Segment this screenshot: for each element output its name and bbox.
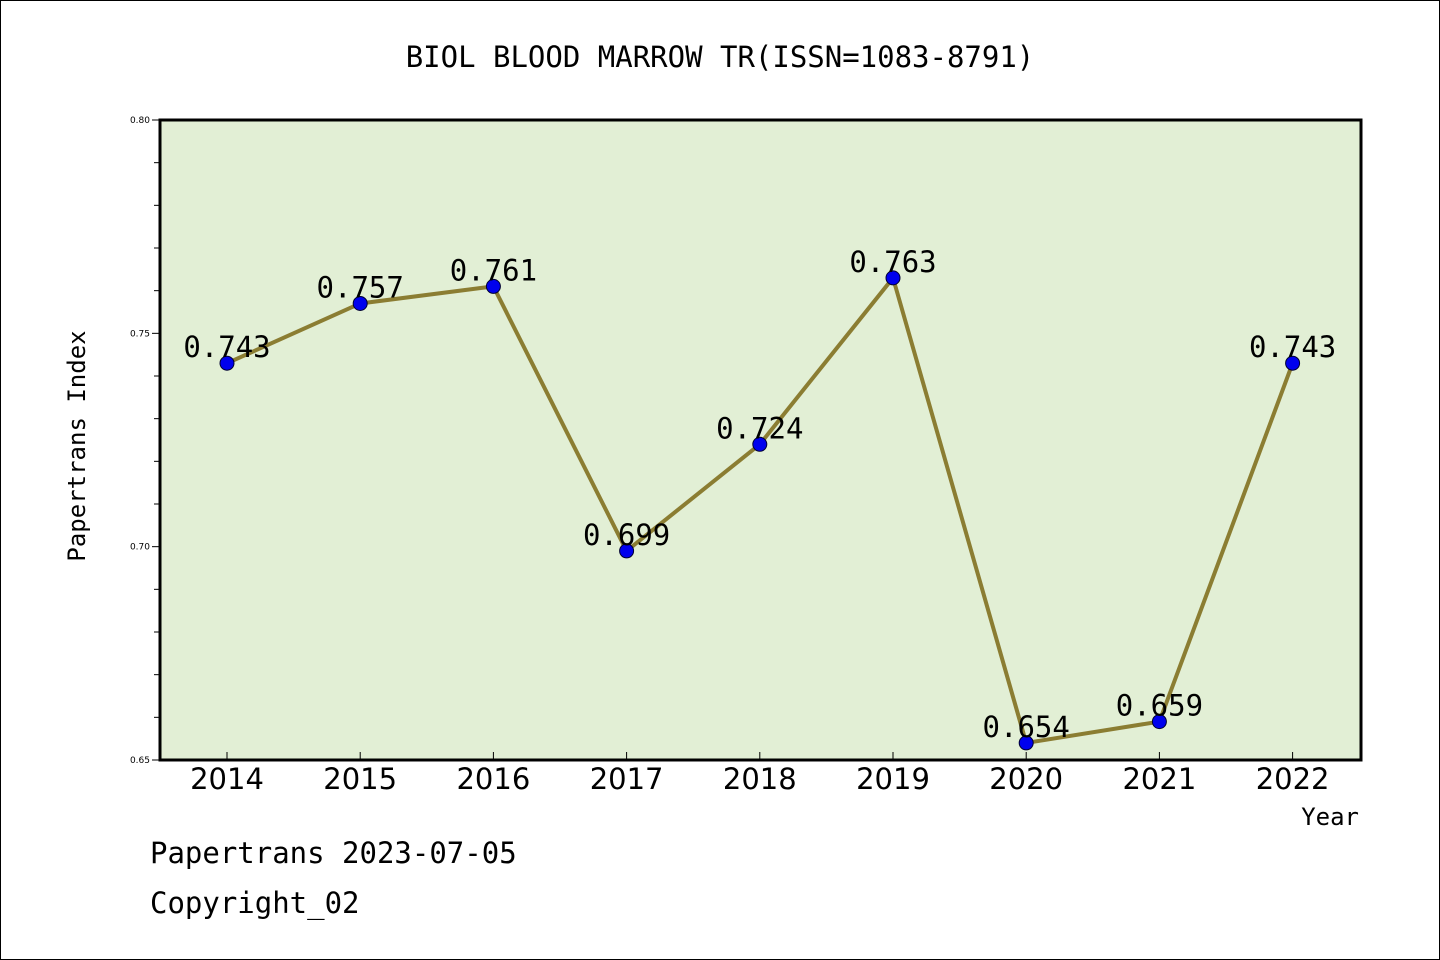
data-point xyxy=(1151,714,1167,730)
x-tick-label: 2017 xyxy=(590,762,664,796)
y-tick-label: 0.75 xyxy=(130,329,150,339)
chart-title: BIOL BLOOD MARROW TR(ISSN=1083-8791) xyxy=(406,40,1035,74)
data-label: 0.743 xyxy=(1249,330,1336,364)
x-tick-label: 2019 xyxy=(856,762,930,796)
y-tick-label: 0.70 xyxy=(130,543,150,553)
data-label: 0.743 xyxy=(183,330,270,364)
x-tick-label: 2018 xyxy=(723,762,797,796)
data-label: 0.659 xyxy=(1116,689,1203,723)
x-axis: 2014 2015 2016 2017 2018 2019 2020 2021 2022 xyxy=(190,752,1330,796)
x-tick-label: 2015 xyxy=(323,762,397,796)
footer-copyright: Copyright_02 xyxy=(150,886,360,920)
data-point xyxy=(1018,735,1034,751)
series-layer: 0.743 0.757 0.761 0.699 0.724 0.763 0.654 0.659… xyxy=(183,245,1336,751)
footer-date: Papertrans 2023-07-05 xyxy=(150,836,517,870)
data-label: 0.724 xyxy=(716,411,803,445)
data-point xyxy=(219,355,235,371)
data-label: 0.699 xyxy=(583,518,670,552)
x-tick-label: 2016 xyxy=(456,762,530,796)
x-tick-label: 2022 xyxy=(1256,762,1330,796)
x-tick-label: 2021 xyxy=(1122,762,1196,796)
data-label: 0.757 xyxy=(317,270,404,304)
x-tick-label: 2014 xyxy=(190,762,264,796)
data-point xyxy=(1285,355,1301,371)
y-axis-label: Papertrans Index xyxy=(63,330,91,561)
y-tick-label: 0.65 xyxy=(130,756,150,766)
x-axis-label: Year xyxy=(1301,803,1359,831)
data-point xyxy=(752,436,768,452)
data-point xyxy=(619,543,635,559)
data-label: 0.654 xyxy=(983,710,1070,744)
y-axis: 0.65 0.70 0.75 0.80 xyxy=(130,116,160,766)
data-point xyxy=(885,270,901,286)
data-point xyxy=(352,295,368,311)
data-point xyxy=(485,278,501,294)
data-label: 0.763 xyxy=(849,245,936,279)
x-tick-label: 2020 xyxy=(989,762,1063,796)
data-label: 0.761 xyxy=(450,253,537,287)
y-tick-label: 0.80 xyxy=(130,116,150,126)
